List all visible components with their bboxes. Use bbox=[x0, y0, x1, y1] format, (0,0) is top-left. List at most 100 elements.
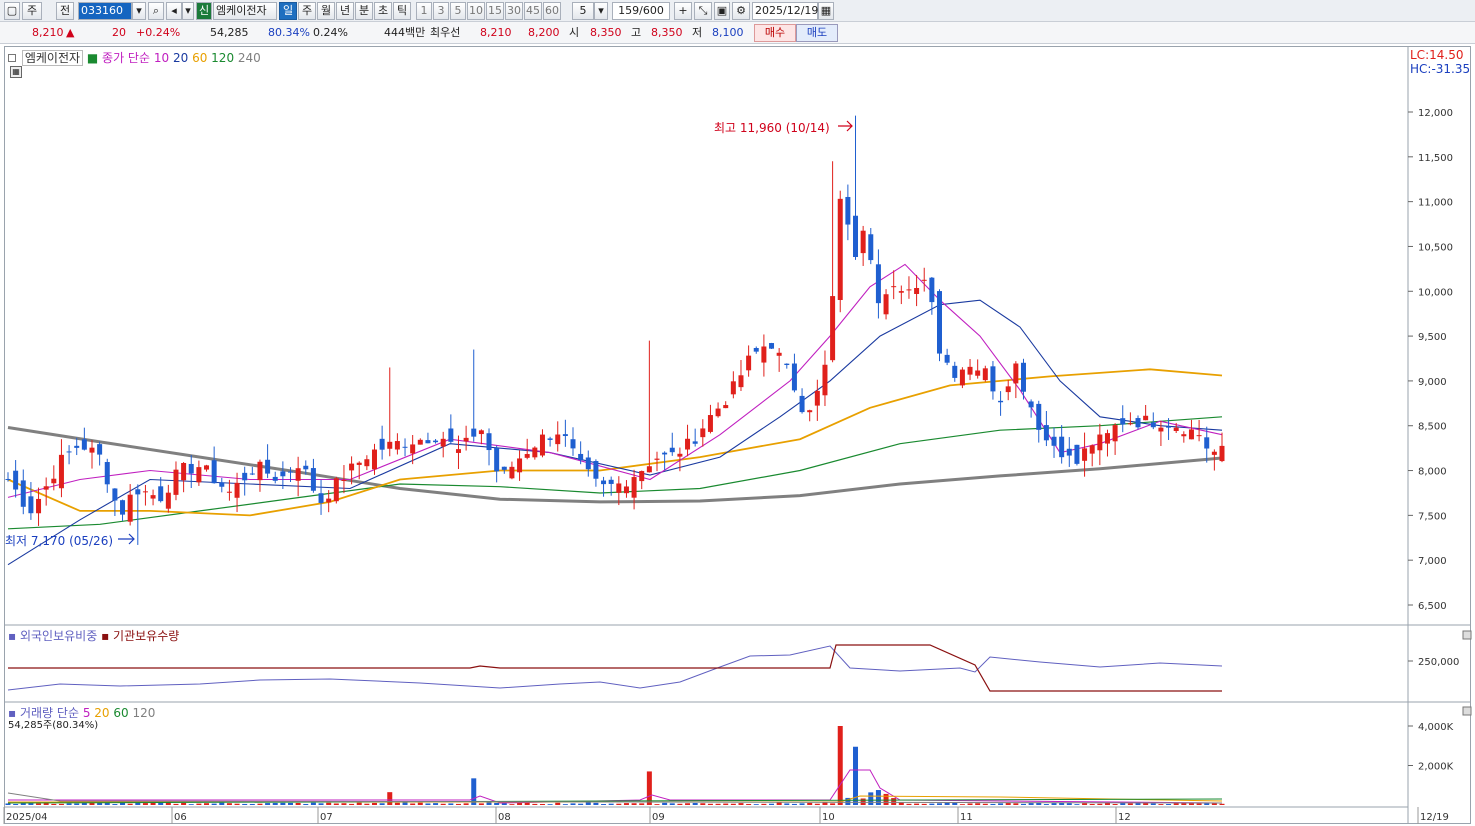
volume-bar bbox=[1097, 803, 1103, 805]
timeframe-5[interactable]: 초 bbox=[374, 2, 392, 20]
legend-vol120[interactable]: 120 bbox=[132, 706, 156, 720]
volume-bar bbox=[898, 802, 904, 805]
trend-icon[interactable]: ⤡ bbox=[694, 2, 712, 20]
volume-bar bbox=[494, 802, 500, 805]
candle-body bbox=[524, 454, 530, 458]
search-icon[interactable]: ⌕ bbox=[148, 2, 164, 20]
y-tick-label: 8,000 bbox=[1418, 467, 1447, 478]
volume-bar bbox=[662, 802, 668, 805]
interval-45[interactable]: 45 bbox=[524, 2, 542, 20]
candle-body bbox=[1120, 418, 1126, 425]
legend-ma60[interactable]: 60 bbox=[192, 51, 208, 65]
interval-5[interactable]: 5 bbox=[450, 2, 466, 20]
interval-10[interactable]: 10 bbox=[467, 2, 485, 20]
ma60-line bbox=[7, 368, 1223, 517]
x-tick-label: 06 bbox=[174, 812, 187, 823]
interval-select[interactable]: 5 bbox=[572, 2, 594, 20]
volume-bar bbox=[967, 803, 973, 805]
volume-bar bbox=[173, 803, 179, 805]
volume-bar bbox=[998, 803, 1004, 805]
candle-body bbox=[692, 441, 698, 444]
volume-bar bbox=[440, 803, 446, 805]
volume-bar bbox=[608, 803, 614, 805]
candle-body bbox=[1181, 434, 1187, 437]
candle-body bbox=[685, 438, 691, 450]
sell-button[interactable]: 매도 bbox=[796, 24, 838, 42]
volume-bar bbox=[433, 803, 439, 805]
timeframe-6[interactable]: 틱 bbox=[393, 2, 411, 20]
legend-ma120[interactable]: 120 bbox=[211, 51, 235, 65]
candle-body bbox=[509, 466, 515, 479]
interval-15[interactable]: 15 bbox=[486, 2, 504, 20]
window-icon[interactable]: ▢ bbox=[4, 2, 20, 20]
candle-body bbox=[639, 471, 645, 482]
volume-bar bbox=[36, 803, 42, 805]
volume-bar bbox=[601, 804, 607, 805]
prev-button[interactable]: 전 bbox=[56, 2, 74, 20]
volume-bar bbox=[1127, 803, 1133, 805]
candle-body bbox=[616, 483, 622, 493]
volume-bar bbox=[753, 804, 759, 805]
interval-60[interactable]: 60 bbox=[543, 2, 561, 20]
count-display[interactable]: 159/600 bbox=[612, 2, 670, 20]
volume-bar bbox=[501, 802, 507, 805]
legend-ma240[interactable]: 240 bbox=[237, 51, 261, 65]
chevron-down-icon[interactable]: ▾ bbox=[182, 2, 194, 20]
candle-body bbox=[379, 438, 385, 450]
hc-value: HC:-31.35 bbox=[1410, 62, 1471, 76]
volume-bar bbox=[921, 803, 927, 805]
table-icon[interactable]: ▦ bbox=[10, 66, 22, 78]
candle-body bbox=[494, 447, 500, 472]
zoom-in-icon[interactable]: + bbox=[674, 2, 692, 20]
volume-bar bbox=[669, 803, 675, 805]
legend-ma-title[interactable]: 종가 단순 bbox=[102, 51, 151, 65]
volume-bar bbox=[310, 802, 316, 805]
save-icon[interactable]: ▣ bbox=[714, 2, 730, 20]
legend-ma10[interactable]: 10 bbox=[153, 51, 170, 65]
candle-body bbox=[860, 230, 866, 254]
chevron-down-icon[interactable]: ▾ bbox=[132, 2, 146, 20]
timeframe-0[interactable]: 일 bbox=[279, 2, 297, 20]
date-input[interactable]: 2025/12/19 bbox=[752, 2, 818, 20]
volume-bar bbox=[204, 803, 210, 805]
candle-body bbox=[486, 433, 492, 451]
legend-vol-title[interactable]: 거래량 단순 bbox=[19, 706, 79, 720]
legend-vol5[interactable]: 5 bbox=[82, 706, 91, 720]
gear-icon[interactable]: ⚙ bbox=[732, 2, 750, 20]
period-select[interactable]: 주 bbox=[22, 2, 42, 20]
legend-vol20[interactable]: 20 bbox=[94, 706, 110, 720]
chart-frame[interactable] bbox=[4, 46, 1471, 824]
calendar-icon[interactable]: ▦ bbox=[818, 2, 834, 20]
candle-body bbox=[1013, 363, 1019, 384]
timeframe-4[interactable]: 분 bbox=[355, 2, 373, 20]
volume-ratio: 80.34% bbox=[268, 26, 310, 39]
interval-3[interactable]: 3 bbox=[433, 2, 449, 20]
legend-inst[interactable]: 기관보유수량 bbox=[113, 629, 180, 643]
timeframe-1[interactable]: 주 bbox=[298, 2, 316, 20]
candle-body bbox=[746, 355, 752, 371]
legend-stock[interactable]: 엠케이전자 bbox=[21, 50, 84, 66]
high-arrow-icon bbox=[838, 120, 853, 132]
volume-bar bbox=[13, 804, 19, 805]
timeframe-2[interactable]: 월 bbox=[317, 2, 335, 20]
legend-vol60[interactable]: 60 bbox=[113, 706, 129, 720]
legend-ma20[interactable]: 20 bbox=[172, 51, 189, 65]
volume-bar bbox=[486, 802, 492, 805]
candle-body bbox=[593, 461, 599, 479]
volume-bar bbox=[5, 803, 11, 805]
legend-foreign[interactable]: 외국인보유비중 bbox=[19, 629, 98, 643]
chevron-down-icon[interactable]: ▾ bbox=[594, 2, 608, 20]
volume-bar bbox=[1158, 804, 1164, 805]
change-percent: +0.24% bbox=[136, 26, 181, 39]
volume-bar bbox=[318, 803, 324, 805]
timeframe-3[interactable]: 년 bbox=[336, 2, 354, 20]
interval-30[interactable]: 30 bbox=[505, 2, 523, 20]
interval-1[interactable]: 1 bbox=[416, 2, 432, 20]
candle-body bbox=[310, 468, 316, 491]
speaker-icon[interactable]: ◂ bbox=[166, 2, 182, 20]
candle-body bbox=[585, 457, 591, 470]
stock-code-input[interactable]: 033160 bbox=[78, 2, 132, 20]
buy-button[interactable]: 매수 bbox=[754, 24, 796, 42]
volume-bar bbox=[868, 792, 874, 805]
